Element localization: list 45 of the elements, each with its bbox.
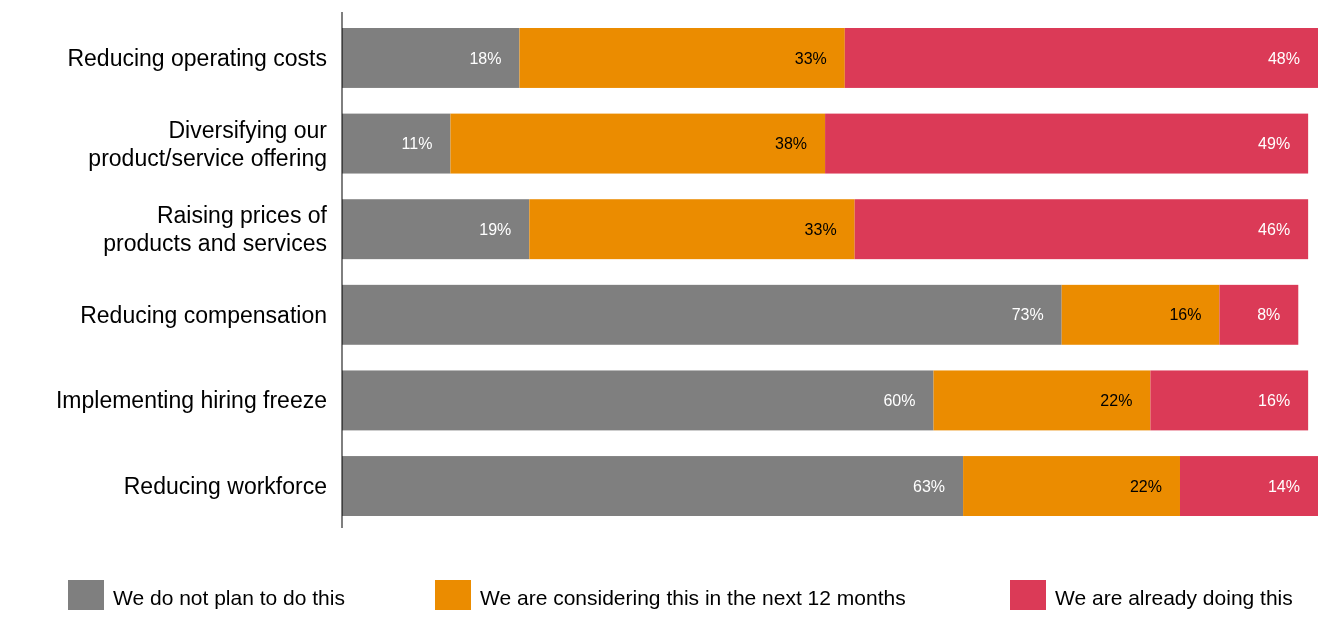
data-label: 60% — [883, 392, 916, 410]
data-label: 33% — [804, 220, 837, 238]
data-label: 46% — [1258, 220, 1291, 238]
data-label: 18% — [469, 49, 502, 67]
bar — [933, 370, 1151, 431]
data-label: 22% — [1129, 477, 1162, 495]
bar — [519, 28, 845, 88]
data-label: 73% — [1011, 306, 1044, 324]
bar — [1150, 370, 1309, 431]
legend-label: We are considering this in the next 12 months — [480, 586, 906, 610]
y-tick-label: Reducing compensation — [80, 301, 327, 328]
bar — [844, 28, 1318, 88]
data-label: 48% — [1267, 49, 1300, 67]
data-label: 49% — [1258, 135, 1291, 153]
bar — [825, 113, 1309, 174]
data-label: 8% — [1257, 306, 1281, 324]
bar — [1179, 456, 1318, 516]
data-label: 19% — [479, 220, 512, 238]
bar — [963, 456, 1180, 516]
bar — [342, 28, 520, 88]
bar — [854, 199, 1309, 260]
data-label: 16% — [1169, 306, 1202, 324]
bar — [529, 199, 855, 260]
data-label: 33% — [794, 49, 827, 67]
y-tick-label: Raising prices of products and services — [103, 202, 328, 257]
legend-label: We do not plan to do this — [113, 586, 345, 610]
bar — [450, 113, 826, 174]
bar — [1061, 284, 1220, 345]
legend-label: We are already doing this — [1055, 586, 1293, 610]
bar — [342, 113, 451, 174]
data-label: 16% — [1258, 392, 1291, 410]
data-label: 38% — [775, 135, 808, 153]
bar — [342, 199, 530, 260]
data-label: 63% — [913, 477, 946, 495]
y-tick-label: Reducing workforce — [123, 473, 327, 500]
bar — [342, 370, 934, 431]
data-label: 14% — [1267, 477, 1300, 495]
data-label: 11% — [401, 135, 433, 153]
y-tick-label: Implementing hiring freeze — [55, 387, 327, 414]
bar — [342, 456, 964, 516]
data-label: 22% — [1100, 392, 1133, 410]
y-tick-label: Diversifying our product/service offering — [88, 116, 328, 171]
y-tick-label: Reducing operating costs — [67, 45, 327, 72]
bar — [342, 284, 1062, 345]
bar — [1219, 284, 1299, 345]
